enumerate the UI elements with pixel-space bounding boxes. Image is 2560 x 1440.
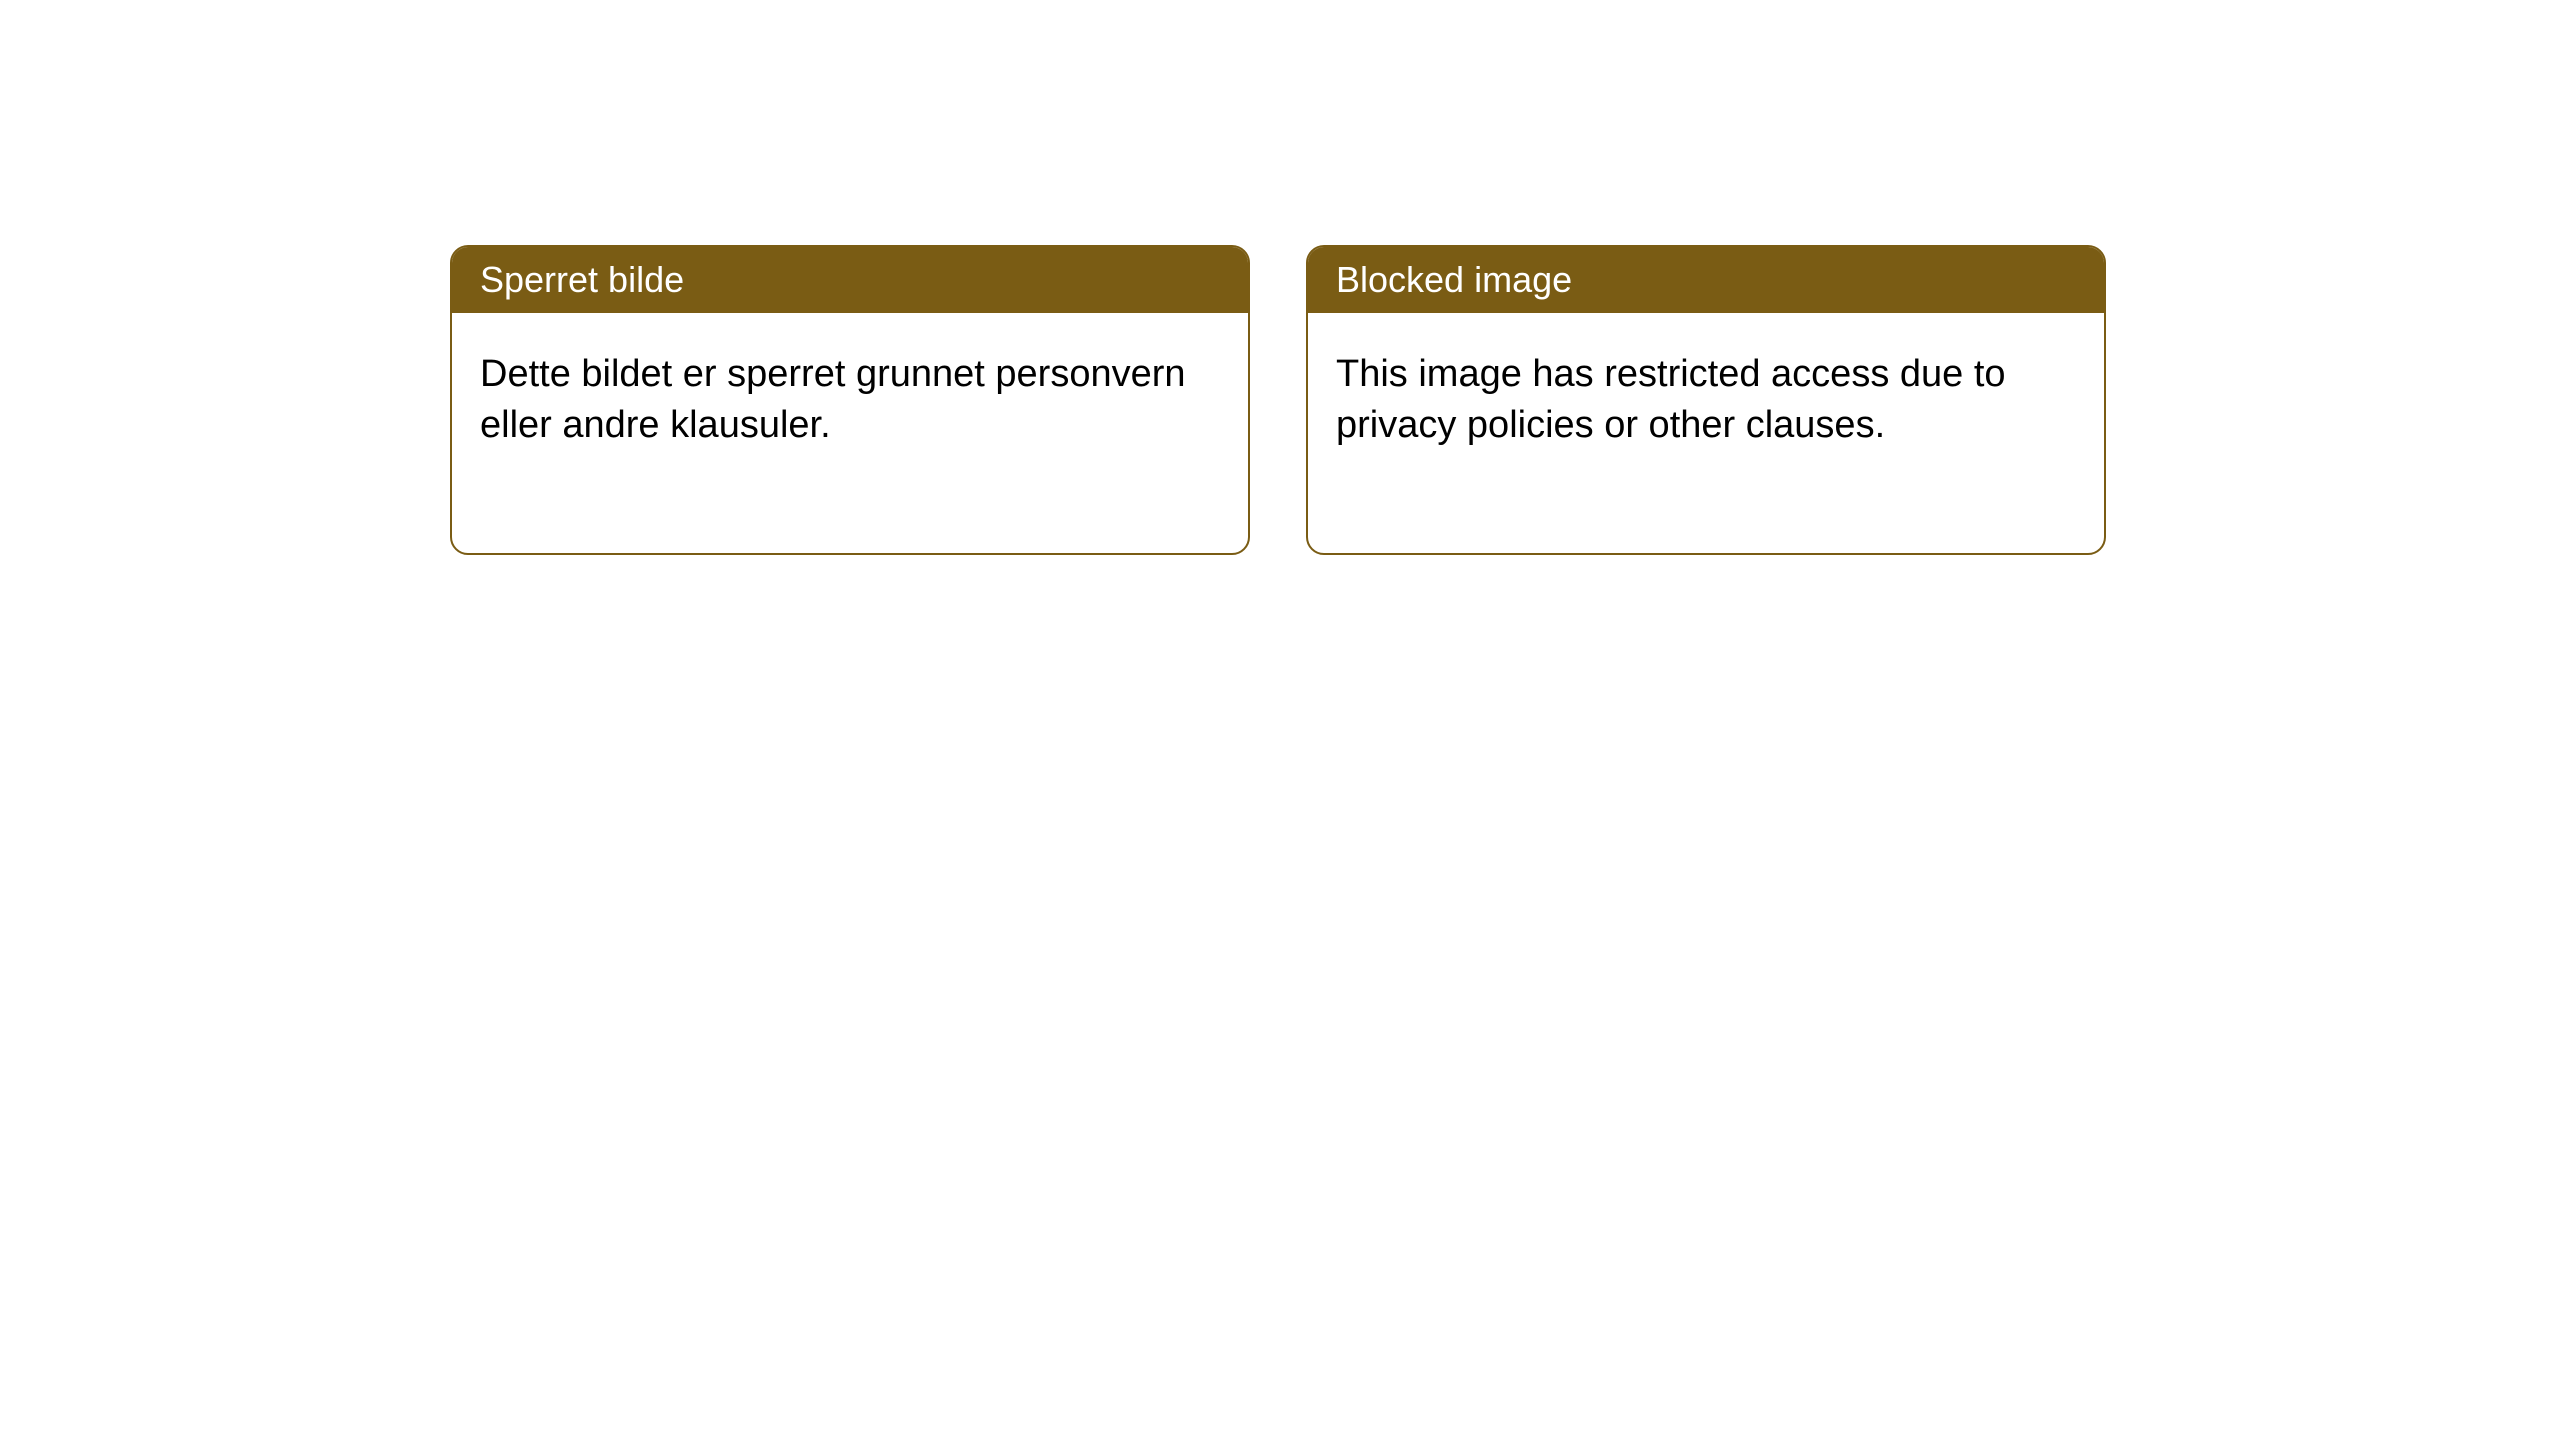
notice-cards-container: Sperret bilde Dette bildet er sperret gr… bbox=[0, 0, 2560, 555]
card-body-english: This image has restricted access due to … bbox=[1308, 313, 2104, 553]
blocked-image-card-norwegian: Sperret bilde Dette bildet er sperret gr… bbox=[450, 245, 1250, 555]
card-header-norwegian: Sperret bilde bbox=[452, 247, 1248, 313]
card-header-english: Blocked image bbox=[1308, 247, 2104, 313]
blocked-image-card-english: Blocked image This image has restricted … bbox=[1306, 245, 2106, 555]
card-body-norwegian: Dette bildet er sperret grunnet personve… bbox=[452, 313, 1248, 553]
